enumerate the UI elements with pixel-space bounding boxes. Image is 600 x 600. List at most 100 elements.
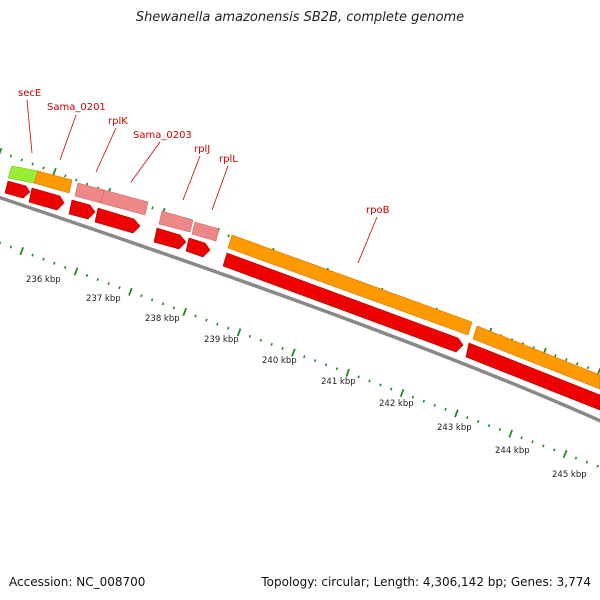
minor-tick xyxy=(150,298,154,302)
gene-rplJ-bar[interactable] xyxy=(158,210,194,233)
minor-tick xyxy=(9,245,13,249)
minor-tick xyxy=(42,166,45,170)
minor-tick xyxy=(75,178,78,182)
major-tick xyxy=(52,167,57,177)
minor-tick xyxy=(520,436,523,440)
minor-tick xyxy=(96,278,100,282)
minor-tick xyxy=(270,342,273,346)
minor-tick xyxy=(85,273,89,277)
minor-tick xyxy=(281,346,284,350)
minor-tick xyxy=(542,444,545,448)
minor-tick xyxy=(586,366,590,370)
scale-label: 244 kbp xyxy=(495,446,530,456)
major-tick xyxy=(508,429,514,438)
gene-label-rpoB[interactable]: rpoB xyxy=(366,205,390,216)
minor-tick xyxy=(172,306,176,310)
gene-secE-bar[interactable] xyxy=(7,165,39,184)
gene-label-rplJ[interactable]: rplJ xyxy=(194,144,210,155)
gene-label-rplK[interactable]: rplK xyxy=(108,116,128,127)
cds-track xyxy=(4,180,600,411)
gene-next-bar[interactable] xyxy=(472,325,600,390)
major-tick xyxy=(399,389,405,398)
minor-tick xyxy=(574,456,578,460)
cds-arrow[interactable] xyxy=(465,342,600,411)
major-tick xyxy=(562,449,568,459)
cds-arrow[interactable] xyxy=(4,180,31,199)
minor-tick xyxy=(335,367,339,371)
cds-arrow[interactable] xyxy=(68,199,96,220)
minor-tick xyxy=(324,363,328,367)
cds-rpoB-arrow[interactable] xyxy=(222,252,464,353)
gene-sama0201-bar[interactable] xyxy=(33,170,73,194)
minor-tick xyxy=(9,154,13,158)
minor-tick xyxy=(151,206,154,210)
minor-tick xyxy=(31,253,34,257)
minor-tick xyxy=(576,362,579,366)
major-tick xyxy=(291,348,296,357)
minor-tick xyxy=(303,355,306,359)
minor-tick xyxy=(161,302,165,306)
minor-tick xyxy=(585,460,589,464)
gene-labels: secE Sama_0201 rplK Sama_0203 rplJ rplL … xyxy=(18,88,390,216)
gene-label-sama0201[interactable]: Sama_0201 xyxy=(47,102,106,113)
gene-track xyxy=(7,165,600,390)
cds-arrow[interactable] xyxy=(94,207,141,234)
minor-tick xyxy=(140,294,143,298)
minor-tick xyxy=(553,448,556,452)
minor-tick xyxy=(227,326,230,330)
minor-tick xyxy=(259,338,263,342)
minor-tick xyxy=(194,314,197,318)
label-leaders xyxy=(26,99,378,264)
scale-label: 240 kbp xyxy=(262,356,297,366)
major-tick xyxy=(454,409,459,418)
major-tick xyxy=(182,307,187,317)
minor-tick xyxy=(411,395,415,399)
minor-tick xyxy=(118,286,121,290)
minor-tick xyxy=(42,257,45,261)
minor-tick xyxy=(313,359,317,363)
minor-tick xyxy=(53,261,56,265)
minor-tick xyxy=(64,174,67,178)
minor-tick xyxy=(487,424,491,428)
minor-tick xyxy=(205,318,208,322)
scale-label: 236 kbp xyxy=(26,275,61,285)
major-tick xyxy=(236,328,242,337)
scale-label: 239 kbp xyxy=(204,335,239,345)
minor-tick xyxy=(531,440,534,444)
minor-tick xyxy=(248,334,252,338)
minor-tick xyxy=(433,403,436,407)
major-tick xyxy=(345,368,350,377)
gene-label-rplL[interactable]: rplL xyxy=(219,154,238,165)
gene-label-secE[interactable]: secE xyxy=(18,88,41,99)
inner-scale-ring xyxy=(0,241,599,468)
genome-backbone xyxy=(0,195,600,423)
minor-tick xyxy=(227,234,230,238)
gene-sama0203-bar[interactable] xyxy=(100,189,149,216)
cds-arrow[interactable] xyxy=(185,237,211,258)
gene-rpoB-bar[interactable] xyxy=(227,234,473,336)
major-tick xyxy=(128,287,133,296)
major-tick xyxy=(19,247,24,256)
gene-rplL-bar[interactable] xyxy=(191,221,220,242)
cds-arrow[interactable] xyxy=(153,227,187,250)
minor-tick xyxy=(64,265,67,269)
cds-arrow[interactable] xyxy=(28,187,65,211)
major-tick xyxy=(0,147,3,155)
minor-tick xyxy=(379,383,382,387)
minor-tick xyxy=(476,420,480,424)
scale-label: 241 kbp xyxy=(321,377,356,387)
minor-tick xyxy=(216,322,219,326)
scale-labels: 236 kbp 237 kbp 238 kbp 239 kbp 240 kbp … xyxy=(26,275,587,480)
gene-rplK-bar[interactable] xyxy=(74,182,105,204)
map-title: Shewanella amazonensis SB2B, complete ge… xyxy=(135,10,465,25)
genome-summary-text: Topology: circular; Length: 4,306,142 bp… xyxy=(261,575,591,589)
accession-text: Accession: NC_008700 xyxy=(9,575,146,589)
scale-label: 245 kbp xyxy=(552,470,587,480)
minor-tick xyxy=(596,464,599,468)
minor-tick xyxy=(498,428,502,432)
gene-label-sama0203[interactable]: Sama_0203 xyxy=(133,130,192,141)
scale-label: 242 kbp xyxy=(379,399,414,409)
scale-label: 243 kbp xyxy=(437,423,472,433)
minor-tick xyxy=(554,354,557,358)
scale-label: 237 kbp xyxy=(86,294,121,304)
